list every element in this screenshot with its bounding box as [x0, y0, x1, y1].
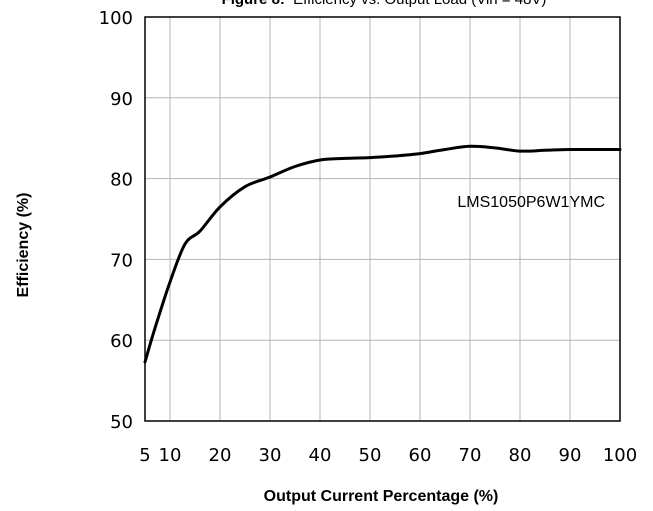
y-tick-label: 70 [110, 250, 133, 271]
y-tick-label: 100 [99, 8, 133, 29]
chart-title-prefix: Figure 8: [222, 0, 285, 8]
plot-area-frame [144, 16, 621, 422]
x-tick-label: 90 [559, 445, 582, 466]
y-axis-ticks: 50 60 70 80 90 100 [99, 8, 133, 433]
x-tick-label: 30 [259, 445, 282, 466]
x-tick-label: 40 [309, 445, 332, 466]
series-layer: LMS1050P6W1YMC [143, 144, 622, 364]
series-label: LMS1050P6W1YMC [457, 194, 605, 211]
x-tick-label: 80 [509, 445, 532, 466]
y-axis-label: Efficiency (%) [15, 193, 32, 298]
x-tick-label: 70 [459, 445, 482, 466]
x-axis-label: Output Current Percentage (%) [264, 488, 499, 505]
y-tick-label: 90 [110, 89, 133, 110]
chart-title: Figure 8: Efficiency vs. Output Load (Vi… [222, 0, 547, 8]
x-tick-label: 60 [409, 445, 432, 466]
y-tick-label: 80 [110, 170, 133, 191]
x-axis-ticks: 5 10 20 30 40 50 60 70 80 90 100 [139, 445, 637, 466]
series-line [143, 144, 622, 364]
y-tick-label: 60 [110, 331, 133, 352]
x-tick-label: 5 [139, 445, 150, 466]
x-tick-label: 50 [359, 445, 382, 466]
grid-lines [145, 17, 620, 421]
x-tick-label: 100 [603, 445, 637, 466]
x-tick-label: 10 [159, 445, 182, 466]
chart-title-text: Efficiency vs. Output Load (Vin = 48V) [293, 0, 546, 8]
x-tick-label: 20 [209, 445, 232, 466]
y-tick-label: 50 [110, 412, 133, 433]
